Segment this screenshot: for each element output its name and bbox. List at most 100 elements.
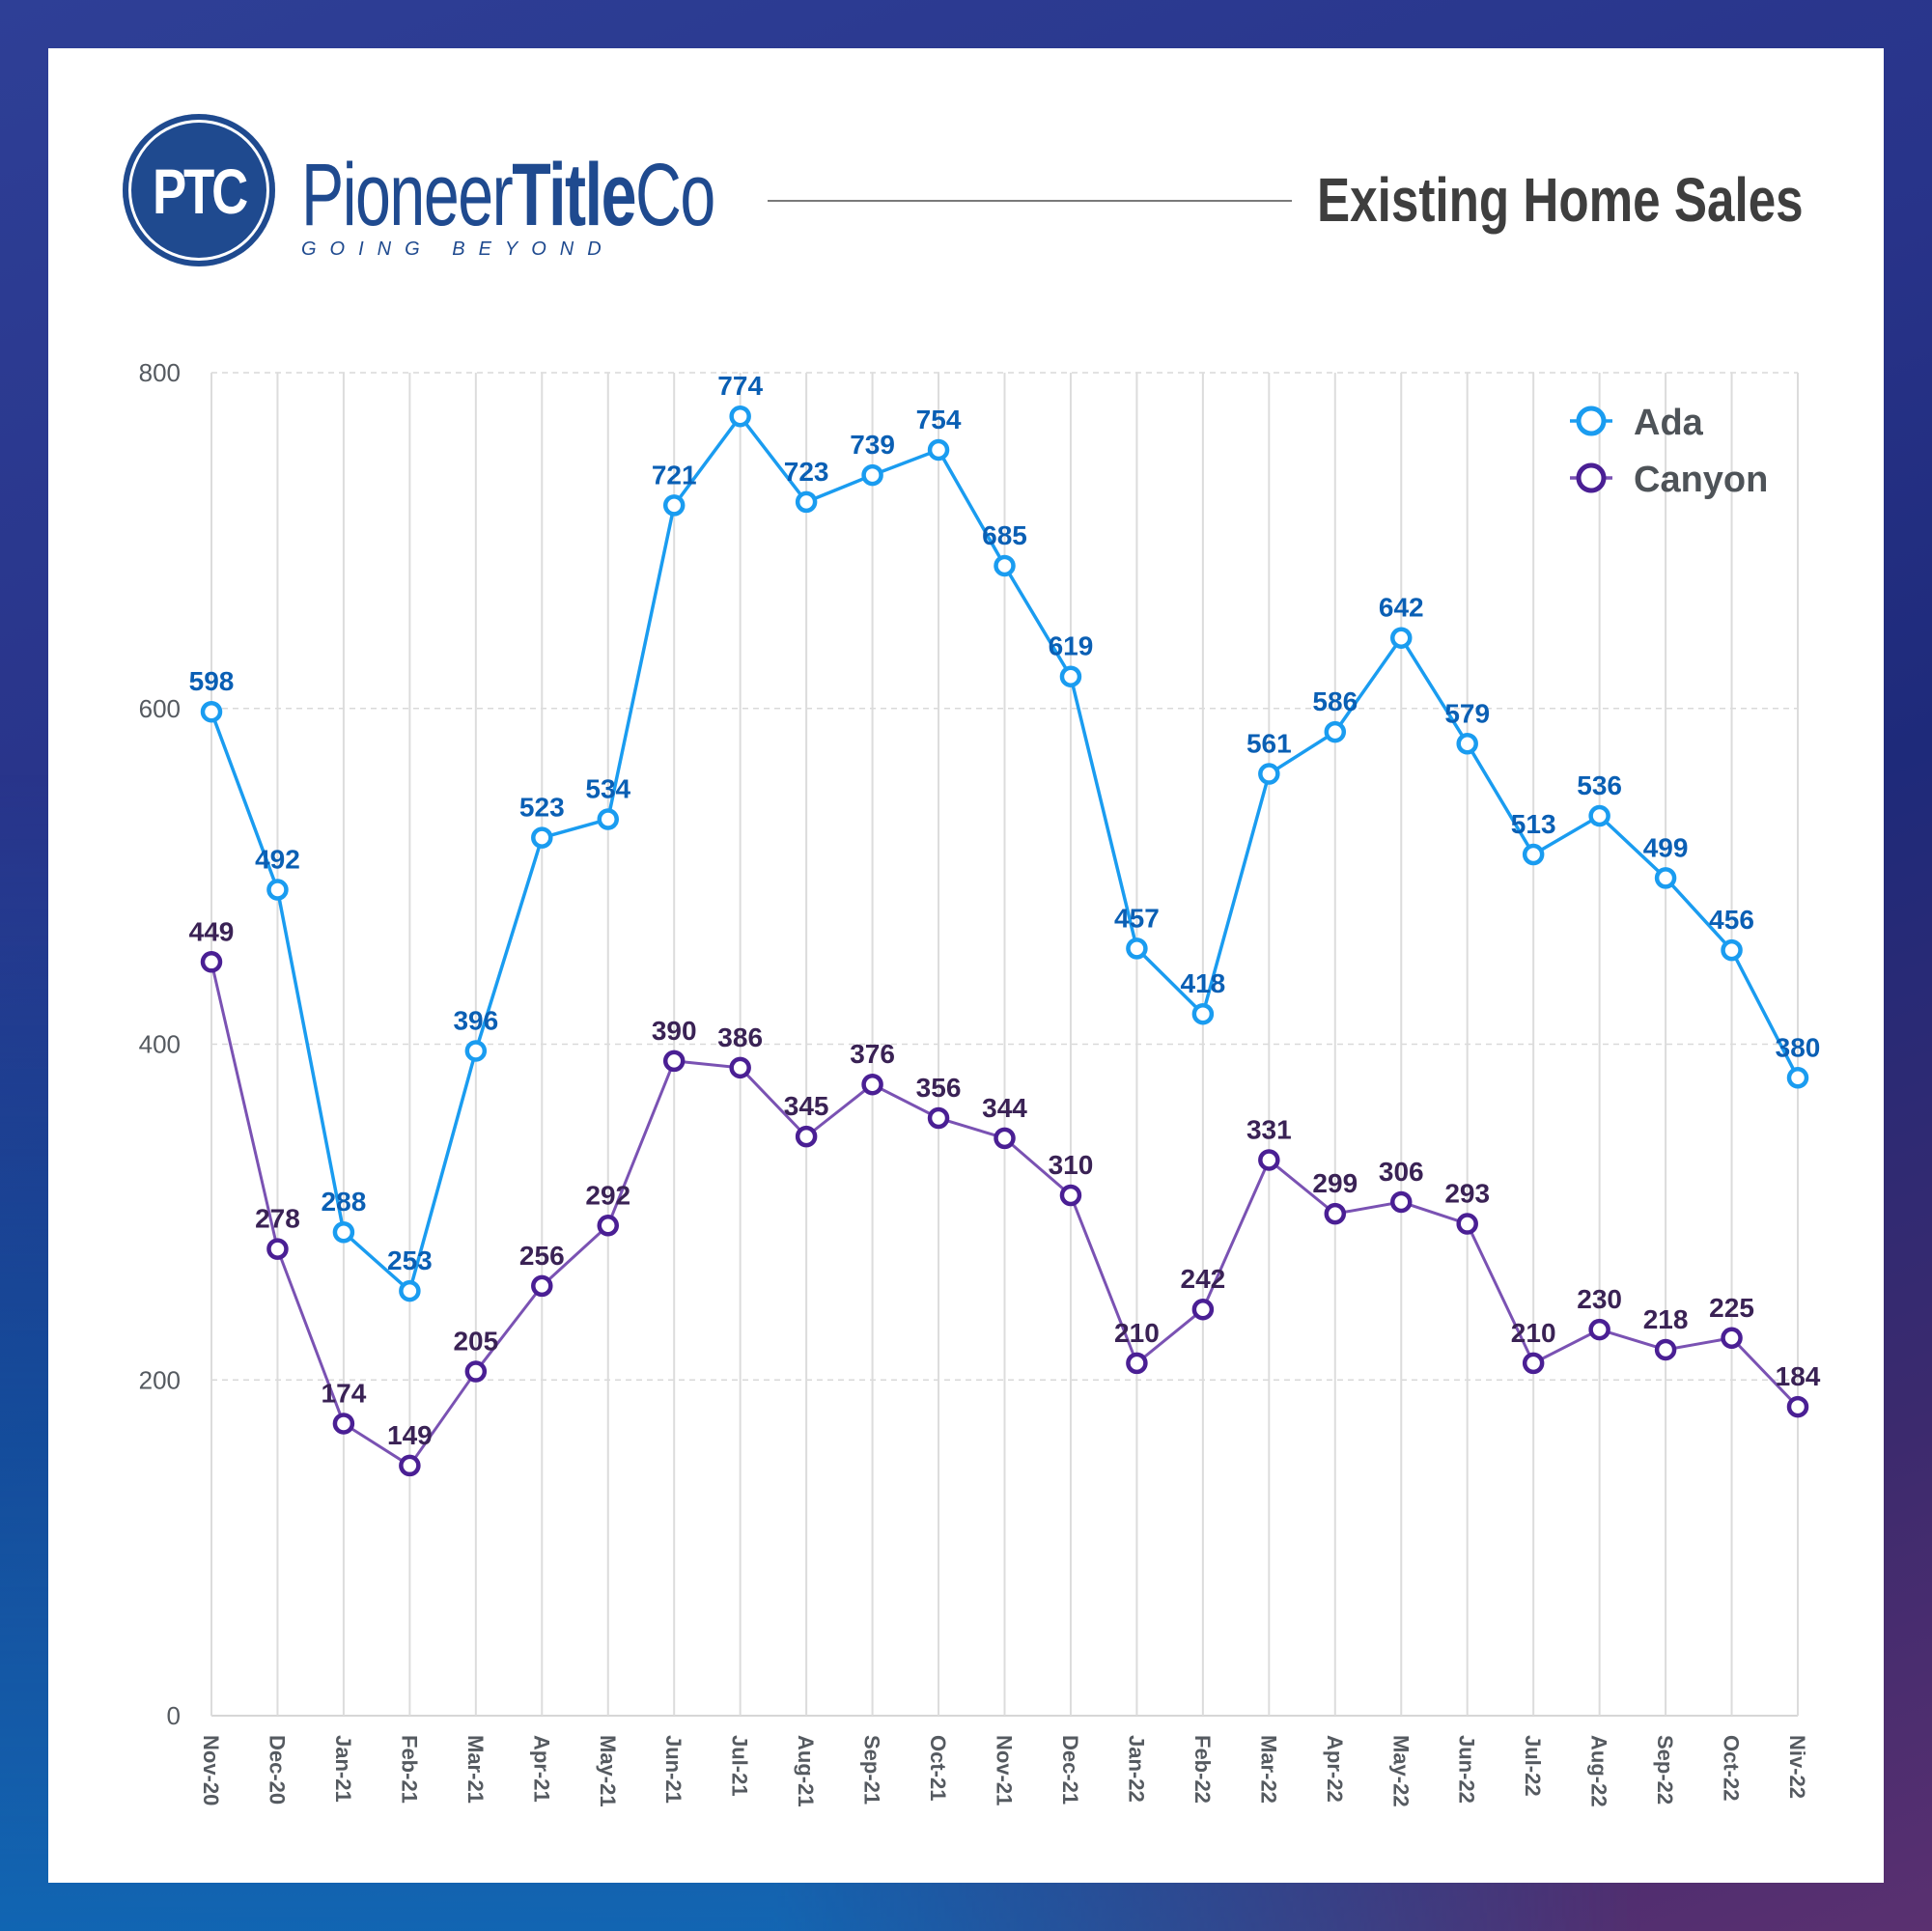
x-tick-label: Niv-22 xyxy=(1785,1735,1809,1799)
data-label-canyon: 210 xyxy=(1114,1318,1160,1348)
data-point-ada xyxy=(1324,720,1347,743)
data-label-ada: 619 xyxy=(1049,631,1094,661)
data-label-ada: 774 xyxy=(717,371,763,401)
data-label-ada: 513 xyxy=(1511,809,1556,839)
data-point-canyon xyxy=(1258,1149,1280,1171)
brand-tagline: GOING BEYOND xyxy=(301,238,615,260)
data-label-ada: 598 xyxy=(189,666,235,696)
data-label-canyon: 149 xyxy=(387,1420,433,1450)
data-label-canyon: 218 xyxy=(1643,1304,1689,1334)
x-tick-label: Oct-22 xyxy=(1720,1735,1744,1801)
data-point-ada xyxy=(1059,665,1082,687)
y-tick-label: 0 xyxy=(167,1701,181,1730)
data-point-canyon xyxy=(1059,1184,1082,1207)
x-tick-label: Aug-21 xyxy=(794,1735,818,1807)
data-label-ada: 561 xyxy=(1246,729,1292,759)
data-point-canyon xyxy=(729,1056,751,1079)
brand-bold: Title xyxy=(512,146,636,244)
data-label-canyon: 310 xyxy=(1049,1150,1094,1180)
data-label-canyon: 376 xyxy=(850,1039,895,1069)
legend-marker-ada xyxy=(1576,406,1607,436)
y-tick-label: 400 xyxy=(139,1030,181,1059)
x-tick-label: Dec-20 xyxy=(265,1735,289,1805)
data-point-ada xyxy=(332,1220,355,1244)
data-point-canyon xyxy=(1522,1352,1545,1375)
logo-initials: PTC xyxy=(153,155,248,227)
x-tick-label: Mar-22 xyxy=(1256,1735,1280,1804)
data-label-ada: 499 xyxy=(1643,832,1689,862)
data-label-ada: 253 xyxy=(387,1245,433,1275)
data-label-canyon: 174 xyxy=(322,1378,367,1408)
x-tick-label: Nov-21 xyxy=(993,1735,1017,1805)
data-label-ada: 523 xyxy=(519,793,565,823)
data-point-ada xyxy=(994,554,1016,577)
data-point-ada xyxy=(1126,938,1148,960)
data-point-ada xyxy=(1258,763,1280,785)
data-label-canyon: 230 xyxy=(1577,1284,1622,1314)
y-tick-label: 800 xyxy=(139,358,181,387)
x-tick-label: Jul-22 xyxy=(1521,1735,1545,1797)
data-point-canyon xyxy=(1126,1352,1148,1375)
data-label-canyon: 184 xyxy=(1776,1361,1821,1391)
x-tick-label: Jan-22 xyxy=(1124,1735,1148,1803)
x-tick-label: Jan-21 xyxy=(331,1735,355,1803)
legend-label-ada: Ada xyxy=(1634,403,1704,443)
data-label-ada: 457 xyxy=(1114,903,1160,933)
x-tick-label: Sep-21 xyxy=(860,1735,884,1805)
x-tick-label: May-22 xyxy=(1388,1735,1413,1807)
x-tick-label: Dec-21 xyxy=(1058,1735,1082,1805)
brand-name: PioneerTitleCo xyxy=(301,145,715,246)
data-label-ada: 754 xyxy=(916,405,962,434)
data-label-canyon: 242 xyxy=(1181,1264,1226,1294)
x-tick-label: Sep-22 xyxy=(1653,1735,1677,1805)
data-label-canyon: 344 xyxy=(982,1093,1027,1123)
data-label-ada: 418 xyxy=(1181,968,1226,998)
x-tick-label: Feb-21 xyxy=(397,1735,421,1804)
legend-label-canyon: Canyon xyxy=(1634,460,1768,500)
data-point-ada xyxy=(1654,867,1677,889)
data-label-ada: 579 xyxy=(1444,698,1490,728)
data-point-ada xyxy=(927,438,950,462)
data-point-canyon xyxy=(266,1238,289,1260)
data-label-ada: 380 xyxy=(1776,1032,1821,1062)
data-point-canyon xyxy=(662,1049,686,1073)
data-label-canyon: 449 xyxy=(189,916,235,946)
x-tick-label: Aug-22 xyxy=(1587,1735,1611,1807)
data-label-ada: 536 xyxy=(1577,770,1622,800)
data-point-canyon xyxy=(1456,1213,1478,1235)
data-label-ada: 396 xyxy=(453,1005,498,1035)
data-point-ada xyxy=(200,700,223,723)
brand-light: Pioneer xyxy=(301,146,514,244)
data-label-canyon: 292 xyxy=(585,1180,630,1210)
data-label-canyon: 210 xyxy=(1511,1318,1556,1348)
data-point-canyon xyxy=(597,1215,619,1237)
data-point-ada xyxy=(531,826,553,849)
data-point-ada xyxy=(662,494,686,517)
data-point-canyon xyxy=(531,1274,553,1298)
data-label-canyon: 225 xyxy=(1709,1293,1754,1323)
data-point-canyon xyxy=(795,1125,818,1148)
data-label-canyon: 345 xyxy=(784,1091,829,1121)
x-tick-label: Oct-21 xyxy=(926,1735,950,1801)
data-point-ada xyxy=(1191,1002,1215,1025)
header-divider xyxy=(768,200,1292,202)
data-point-ada xyxy=(1390,627,1413,649)
data-point-ada xyxy=(1522,843,1545,866)
x-tick-label: Apr-21 xyxy=(529,1735,553,1803)
data-point-ada xyxy=(1456,733,1478,755)
data-point-canyon xyxy=(200,951,223,973)
data-label-canyon: 331 xyxy=(1246,1114,1292,1144)
data-label-canyon: 299 xyxy=(1312,1168,1358,1198)
data-label-canyon: 205 xyxy=(453,1327,498,1357)
data-point-ada xyxy=(1786,1067,1809,1089)
data-point-ada xyxy=(266,879,289,901)
data-point-ada xyxy=(861,463,883,487)
x-tick-label: Apr-22 xyxy=(1323,1735,1347,1803)
y-tick-label: 600 xyxy=(139,694,181,723)
data-point-ada xyxy=(1588,804,1610,827)
data-point-ada xyxy=(597,808,619,830)
data-label-ada: 586 xyxy=(1312,686,1358,716)
page-title: Existing Home Sales xyxy=(1317,165,1804,235)
data-point-canyon xyxy=(1786,1395,1809,1418)
